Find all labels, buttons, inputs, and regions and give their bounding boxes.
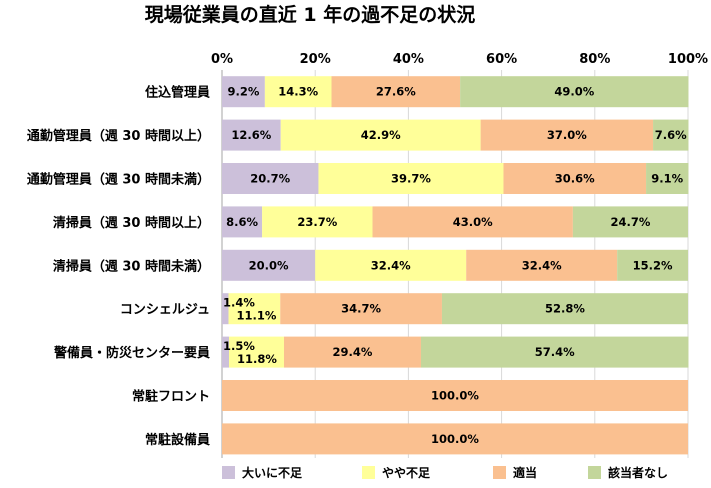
legend-label: 該当者なし: [608, 465, 668, 480]
chart-title: 現場従業員の直近 1 年の過不足の状況: [145, 3, 475, 26]
x-tick-label: 60%: [486, 52, 517, 67]
data-label: 37.0%: [547, 128, 587, 142]
bar-segment: [420, 336, 689, 368]
legend-swatch: [222, 466, 235, 479]
category-label: 通勤管理員（週 30 時間以上）: [27, 128, 210, 144]
data-label: 100.0%: [431, 432, 479, 446]
data-label: 34.7%: [341, 302, 381, 316]
category-label: 常駐フロント: [132, 389, 210, 405]
data-labels: 9.2% 14.3% 27.6% 49.0% 12.6% 42.9% 37.0% 7.6% 20…: [223, 85, 687, 446]
bar-segment: [222, 380, 688, 411]
bar-segment: [646, 163, 689, 194]
bar-segment: [280, 293, 442, 325]
bar-segment: [460, 76, 689, 108]
data-label: 30.6%: [555, 172, 595, 186]
bar-segment: [222, 119, 281, 151]
data-label: 9.1%: [651, 172, 683, 186]
bar-segment: [315, 249, 467, 281]
x-tick-label: 0%: [211, 52, 233, 67]
bar-segment: [653, 119, 689, 151]
bar-segment: [480, 119, 654, 151]
data-label: 42.9%: [361, 128, 401, 142]
category-label: 住込管理員: [145, 85, 210, 101]
data-label: 20.7%: [250, 172, 290, 186]
bar-segment: [372, 206, 573, 238]
bar-segment: [441, 293, 688, 325]
data-label: 7.6%: [655, 128, 687, 142]
data-label: 1.5%: [223, 339, 255, 353]
bar-segment: [222, 76, 265, 108]
category-label: 警備員・防災センター要員: [54, 345, 210, 361]
data-label: 29.4%: [333, 345, 373, 359]
x-tick-labels: 0% 20% 40% 60% 80% 100%: [211, 52, 708, 67]
data-label: 9.2%: [227, 85, 259, 99]
category-label: 常駐設備員: [145, 432, 210, 448]
legend-swatch: [588, 466, 601, 479]
bar-segment: [228, 293, 281, 325]
data-label: 49.0%: [554, 85, 594, 99]
legend-swatch: [493, 466, 506, 479]
bar-segment: [283, 336, 421, 368]
bar-segment: [222, 163, 319, 194]
data-label: 11.8%: [237, 352, 277, 366]
x-tick-label: 20%: [300, 52, 331, 67]
x-tick-label: 40%: [393, 52, 424, 67]
data-label: 14.3%: [278, 85, 318, 99]
category-label: 清掃員（週 30 時間以上）: [53, 215, 210, 231]
bar-segment: [617, 249, 688, 281]
data-label: 11.1%: [237, 309, 277, 323]
data-label: 57.4%: [535, 345, 575, 359]
x-tick-label: 80%: [579, 52, 610, 67]
bar-segment: [222, 423, 688, 455]
data-label: 32.4%: [522, 258, 562, 272]
bar-segment: [222, 293, 229, 325]
legend-swatch: [362, 466, 375, 479]
data-label: 20.0%: [249, 258, 289, 272]
bar-segment: [222, 206, 263, 238]
category-label: 清掃員（週 30 時間未満）: [53, 258, 210, 274]
bar-segment: [503, 163, 647, 194]
data-label: 24.7%: [610, 215, 650, 229]
category-label: コンシェルジュ: [120, 303, 210, 318]
legend-label: やや不足: [382, 466, 430, 480]
legend-label: 大いに不足: [242, 465, 302, 480]
bar-segment: [222, 336, 229, 368]
legend: 大いに不足 やや不足 適当 該当者なし: [222, 465, 668, 480]
data-label: 100.0%: [431, 389, 479, 403]
data-label: 12.6%: [231, 128, 271, 142]
data-label: 1.4%: [223, 296, 255, 310]
data-label: 32.4%: [371, 258, 411, 272]
data-label: 52.8%: [545, 302, 585, 316]
bar-segment: [222, 249, 316, 281]
data-label: 39.7%: [391, 172, 431, 186]
bar-segment: [466, 249, 618, 281]
bar-segment: [264, 76, 332, 108]
data-label: 8.6%: [226, 215, 258, 229]
data-label: 23.7%: [297, 215, 337, 229]
data-label: 43.0%: [453, 215, 493, 229]
bar-segment: [572, 206, 688, 238]
bar-segment: [318, 163, 504, 194]
bar-segment: [228, 336, 284, 368]
category-label: 通勤管理員（週 30 時間未満）: [27, 172, 210, 188]
bar-segment: [262, 206, 373, 238]
bar-segment: [280, 119, 481, 151]
x-tick-label: 100%: [668, 52, 708, 67]
bar-segment: [331, 76, 461, 108]
data-label: 15.2%: [633, 258, 673, 272]
bar-segments: [222, 76, 689, 455]
legend-label: 適当: [513, 465, 537, 480]
data-label: 27.6%: [376, 85, 416, 99]
